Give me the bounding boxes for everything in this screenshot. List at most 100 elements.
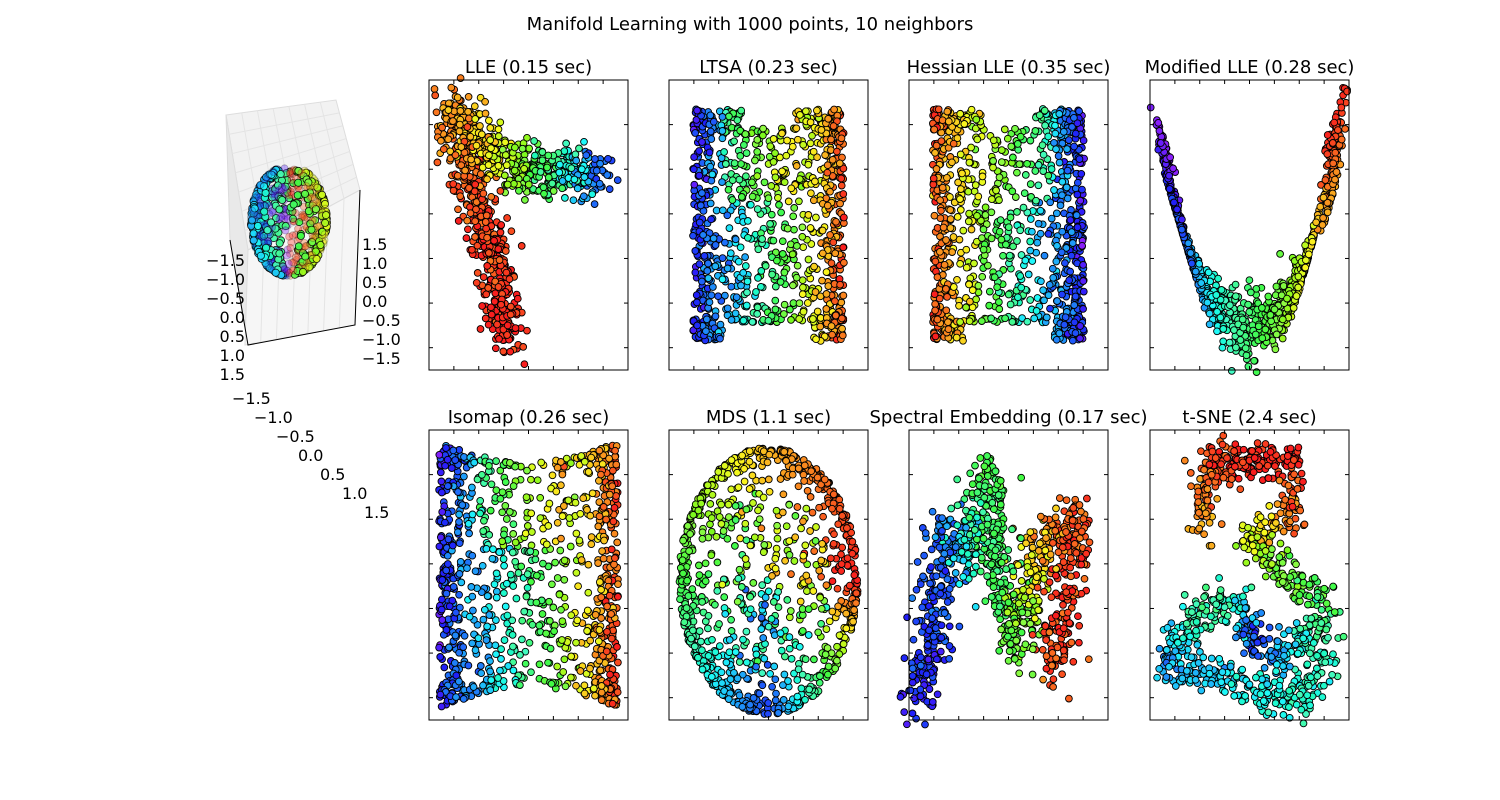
data-point bbox=[997, 158, 1006, 166]
data-point bbox=[940, 260, 949, 269]
data-point bbox=[263, 226, 272, 235]
data-point bbox=[1038, 141, 1047, 150]
data-point bbox=[437, 136, 445, 145]
data-point bbox=[707, 215, 715, 224]
data-point bbox=[449, 186, 458, 195]
data-point bbox=[1283, 294, 1291, 303]
data-point bbox=[1061, 259, 1069, 267]
data-point bbox=[766, 142, 775, 151]
data-point bbox=[956, 195, 964, 203]
data-point bbox=[471, 217, 479, 226]
data-point bbox=[807, 189, 815, 198]
data-point bbox=[972, 295, 980, 304]
data-point bbox=[1024, 270, 1033, 279]
data-point bbox=[773, 256, 781, 265]
data-point bbox=[1219, 325, 1228, 333]
data-point bbox=[748, 192, 757, 201]
data-point bbox=[744, 233, 752, 242]
data-point bbox=[1061, 313, 1070, 322]
data-point bbox=[706, 199, 715, 208]
data-point bbox=[1026, 246, 1035, 255]
data-point bbox=[804, 160, 813, 169]
y-tick-label: −0.5 bbox=[276, 427, 315, 446]
data-point bbox=[1155, 127, 1164, 135]
data-point bbox=[718, 113, 727, 121]
data-point bbox=[821, 151, 829, 159]
data-point bbox=[449, 180, 458, 188]
data-point bbox=[743, 288, 751, 297]
data-point bbox=[775, 201, 783, 209]
data-point bbox=[487, 144, 495, 153]
data-point bbox=[771, 149, 779, 157]
data-point bbox=[580, 173, 589, 181]
data-point bbox=[840, 213, 848, 222]
data-point bbox=[1046, 198, 1055, 207]
data-point bbox=[503, 214, 511, 222]
data-point bbox=[1016, 272, 1025, 280]
data-point bbox=[1331, 148, 1340, 157]
data-point bbox=[832, 217, 840, 226]
data-point bbox=[497, 221, 506, 229]
data-point bbox=[1055, 158, 1064, 167]
data-point bbox=[511, 143, 519, 152]
data-point bbox=[1068, 336, 1077, 345]
data-point bbox=[783, 136, 791, 145]
data-point bbox=[1016, 132, 1025, 141]
data-point bbox=[799, 283, 807, 292]
data-point bbox=[561, 194, 569, 202]
data-point bbox=[728, 176, 737, 185]
data-point bbox=[476, 325, 485, 333]
data-point bbox=[1056, 201, 1065, 210]
data-point bbox=[965, 317, 974, 326]
data-point bbox=[778, 129, 786, 138]
data-point bbox=[760, 178, 769, 187]
data-point bbox=[748, 178, 756, 187]
data-point bbox=[996, 216, 1005, 224]
data-point bbox=[613, 176, 622, 184]
scatter-points bbox=[430, 74, 622, 369]
data-point bbox=[716, 320, 725, 329]
data-point bbox=[942, 285, 950, 293]
z-tick-label: −1.0 bbox=[362, 330, 401, 349]
data-point bbox=[1245, 308, 1254, 316]
data-point bbox=[321, 218, 330, 227]
data-point bbox=[310, 181, 319, 190]
data-point bbox=[803, 299, 812, 307]
data-point bbox=[723, 211, 732, 220]
axis-lines bbox=[229, 189, 361, 346]
scatter-points bbox=[435, 441, 622, 711]
data-point bbox=[253, 221, 262, 230]
data-point bbox=[510, 166, 519, 175]
data-point bbox=[1267, 317, 1275, 326]
data-point bbox=[965, 158, 974, 167]
data-point bbox=[483, 175, 491, 184]
data-point bbox=[1026, 215, 1035, 223]
data-point bbox=[1039, 150, 1048, 159]
data-point bbox=[938, 116, 947, 125]
data-point bbox=[778, 237, 787, 246]
data-point bbox=[1054, 152, 1063, 160]
data-point bbox=[1323, 150, 1332, 158]
data-point bbox=[812, 335, 820, 344]
data-point bbox=[1040, 251, 1049, 260]
data-point bbox=[704, 259, 712, 268]
data-point bbox=[1030, 314, 1039, 323]
data-point bbox=[829, 122, 838, 130]
data-point bbox=[272, 213, 281, 222]
data-point bbox=[742, 172, 750, 181]
data-point bbox=[1331, 175, 1339, 184]
data-point bbox=[278, 195, 287, 204]
data-point bbox=[730, 137, 738, 146]
data-point bbox=[439, 145, 448, 154]
data-point bbox=[456, 192, 465, 201]
data-point bbox=[485, 116, 493, 125]
data-point bbox=[987, 234, 996, 243]
data-point bbox=[538, 610, 547, 618]
data-point bbox=[569, 196, 578, 205]
data-point bbox=[590, 200, 599, 208]
data-point bbox=[502, 161, 511, 170]
data-point bbox=[754, 245, 763, 254]
data-point bbox=[1075, 155, 1084, 163]
data-point bbox=[712, 206, 721, 215]
data-point bbox=[956, 206, 965, 214]
